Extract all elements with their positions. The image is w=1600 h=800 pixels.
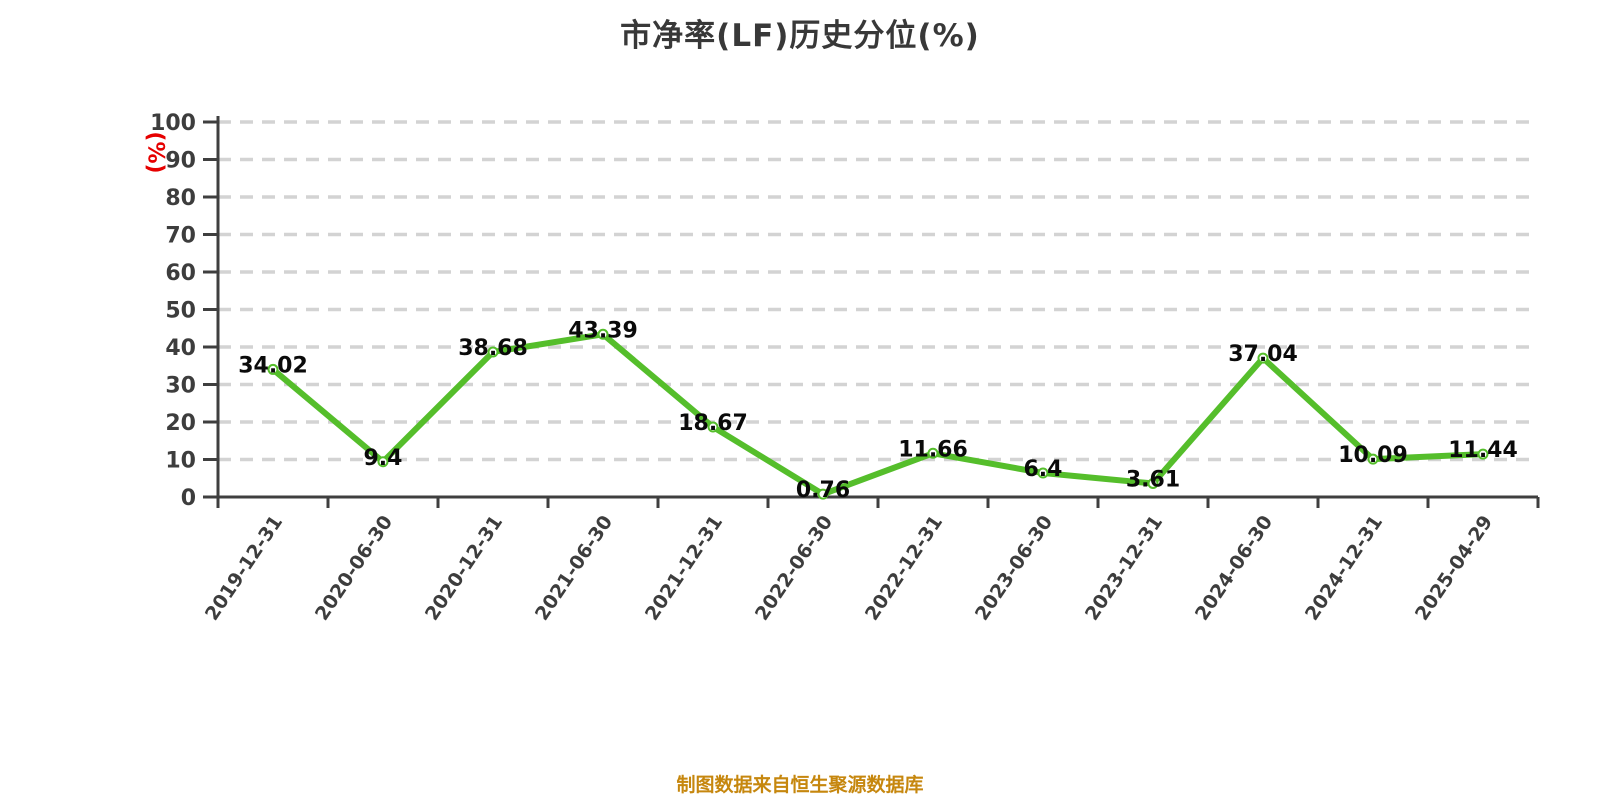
- y-tick-label: 80: [165, 186, 196, 211]
- data-point-label: 43.39: [568, 318, 638, 343]
- data-point-marker: [267, 363, 279, 375]
- data-point-marker: [707, 421, 719, 433]
- y-tick-label: 20: [165, 411, 196, 436]
- data-point-label: 10.09: [1338, 443, 1408, 468]
- data-point-label: 0.76: [796, 478, 850, 503]
- data-point-marker: [597, 328, 609, 340]
- y-tick-label: 90: [165, 149, 196, 174]
- y-tick-label: 10: [165, 449, 196, 474]
- data-point-marker: [1147, 477, 1159, 489]
- y-tick-label: 70: [165, 224, 196, 249]
- x-tick-label: 2023-12-31: [1081, 511, 1167, 624]
- data-point-marker: [1257, 352, 1269, 364]
- data-point-label: 38.68: [458, 336, 528, 361]
- data-point-label: 6.4: [1024, 457, 1063, 482]
- y-tick-label: 100: [150, 111, 196, 136]
- data-point-label: 11.44: [1448, 438, 1518, 463]
- data-point-label: 34.02: [238, 353, 308, 378]
- x-tick-label: 2024-12-31: [1301, 511, 1387, 624]
- y-tick-label: 60: [165, 261, 196, 286]
- x-tick-label: 2023-06-30: [971, 511, 1057, 624]
- x-tick-label: 2022-06-30: [751, 511, 837, 624]
- y-tick-label: 40: [165, 336, 196, 361]
- x-tick-label: 2025-04-29: [1411, 511, 1497, 624]
- data-point-label: 37.04: [1228, 342, 1298, 367]
- data-point-marker: [817, 488, 829, 500]
- x-tick-label: 2020-06-30: [311, 511, 397, 624]
- y-tick-label: 0: [181, 486, 196, 511]
- x-tick-label: 2020-12-31: [421, 511, 507, 624]
- x-tick-label: 2022-12-31: [861, 511, 947, 624]
- data-source-footer: 制图数据来自恒生聚源数据库: [676, 774, 924, 796]
- x-tick-label: 2021-12-31: [641, 511, 727, 624]
- data-point-marker: [487, 346, 499, 358]
- x-tick-label: 2021-06-30: [531, 511, 617, 624]
- data-point-marker: [1367, 453, 1379, 465]
- data-point-label: 3.61: [1126, 467, 1180, 492]
- data-point-label: 9.4: [364, 446, 403, 471]
- data-point-marker: [1037, 467, 1049, 479]
- x-tick-label: 2019-12-31: [201, 511, 287, 624]
- x-tick-label: 2024-06-30: [1191, 511, 1277, 624]
- y-tick-label: 50: [165, 299, 196, 324]
- series-line: [270, 331, 1486, 498]
- y-tick-label: 30: [165, 374, 196, 399]
- data-point-label: 11.66: [898, 437, 968, 462]
- data-point-marker: [1477, 448, 1489, 460]
- data-point-label: 18.67: [678, 411, 748, 436]
- data-point-marker: [927, 447, 939, 459]
- data-point-marker: [377, 456, 389, 468]
- chart-title: 市净率(LF)历史分位(%): [620, 18, 980, 54]
